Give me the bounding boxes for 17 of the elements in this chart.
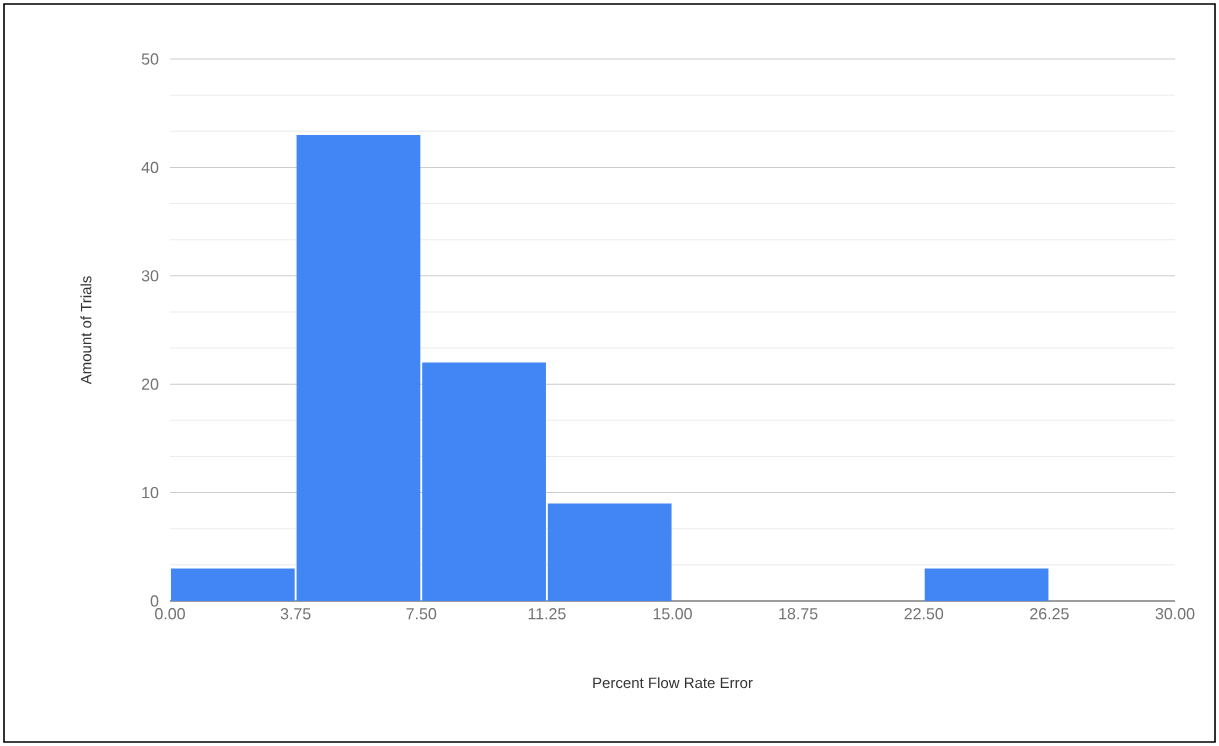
x-tick-label: 22.50 <box>904 608 944 620</box>
y-tick-label: 30 <box>141 270 159 282</box>
x-tick-label: 15.00 <box>653 608 692 620</box>
x-tick-label: 0.00 <box>155 608 185 620</box>
y-tick-label: 0 <box>150 595 159 607</box>
x-axis-title: Percent Flow Rate Error <box>593 677 753 689</box>
x-tick-label: 26.25 <box>1030 608 1069 620</box>
y-tick-label: 50 <box>141 53 159 65</box>
y-tick-label: 20 <box>141 378 159 390</box>
x-tick-label: 7.50 <box>406 608 437 620</box>
y-tick-label: 40 <box>141 161 159 174</box>
y-tick-label: 10 <box>142 486 159 499</box>
x-tick-label: 30.00 <box>1155 608 1195 620</box>
x-tick-label: 11.25 <box>528 608 566 620</box>
x-tick-label: 3.75 <box>280 608 311 620</box>
y-axis-title: Amount of Trials <box>80 276 92 385</box>
x-tick-label: 18.75 <box>779 608 818 620</box>
